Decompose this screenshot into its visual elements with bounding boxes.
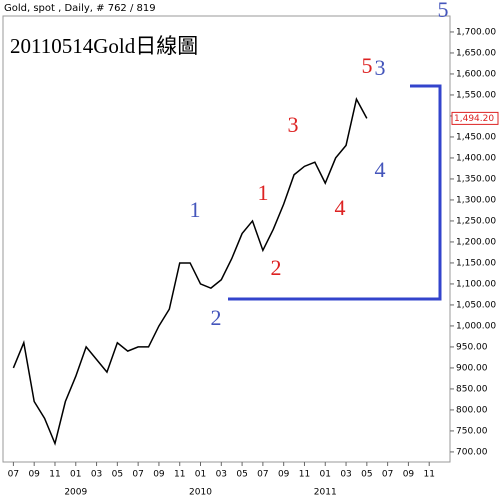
y-tick-label: 1,000.00: [456, 321, 496, 331]
wave-label: 1: [258, 180, 269, 205]
y-tick-label: 1,600.00: [456, 69, 496, 79]
y-tick-label: 800.00: [456, 405, 488, 415]
y-tick-label: 1,150.00: [456, 258, 496, 268]
y-tick-label: 850.00: [456, 384, 488, 394]
wave-label: 1: [190, 197, 201, 222]
last-price-box: [451, 111, 499, 125]
y-tick-label: 950.00: [456, 342, 488, 352]
y-tick-label: 1,100.00: [456, 279, 496, 289]
y-tick-label: 1,300.00: [456, 195, 496, 205]
y-tick-label: 1,700.00: [456, 27, 496, 37]
y-tick-label: 750.00: [456, 426, 488, 436]
x-tick-label: 11: [299, 470, 310, 480]
price-line: [12, 97, 368, 446]
y-tick-label: 1,200.00: [456, 237, 496, 247]
x-tick-label: 07: [382, 470, 393, 480]
y-tick-label: 900.00: [456, 363, 488, 373]
x-tick-label: 07: [8, 470, 19, 480]
x-tick-label: 11: [423, 470, 434, 480]
header: Gold, spot , Daily, # 762 / 819: [4, 3, 156, 14]
x-tick-label: 11: [174, 470, 185, 480]
x-tick-label: 03: [216, 470, 227, 480]
y-tick-label: 700.00: [456, 447, 488, 457]
wave-label: 2: [211, 305, 222, 330]
x-tick-label: 09: [28, 470, 40, 480]
x-tick-label: 03: [91, 470, 102, 480]
x-tick-label: 09: [403, 470, 415, 480]
x-tick-label: 01: [195, 470, 206, 480]
x-tick-label: 07: [132, 470, 143, 480]
x-tick-label: 11: [49, 470, 60, 480]
x-tick-label: 05: [236, 470, 247, 480]
x-tick-label: 01: [70, 470, 81, 480]
wave-label: 3: [288, 112, 299, 137]
x-tick-label: 09: [278, 470, 290, 480]
y-tick-label: 1,450.00: [456, 132, 496, 142]
y-tick-label: 1,550.00: [456, 90, 496, 100]
year-label: 2011: [314, 488, 337, 498]
y-tick-label: 1,650.00: [456, 48, 496, 58]
wave-label: 2: [271, 255, 282, 280]
year-label: 2009: [64, 488, 87, 498]
bracket: [228, 84, 442, 301]
chart-title: 20110514Gold日線圖: [10, 34, 198, 58]
x-tick-label: 01: [320, 470, 331, 480]
y-tick-label: 1,250.00: [456, 216, 496, 226]
y-tick-label: 1,400.00: [456, 153, 496, 163]
year-label: 2010: [189, 488, 212, 498]
wave-label: 3: [375, 55, 386, 80]
y-tick-label: 1,350.00: [456, 174, 496, 184]
y-tick-label: 1,050.00: [456, 300, 496, 310]
x-tick-label: 03: [340, 470, 351, 480]
wave-label: 5: [438, 0, 449, 22]
x-tick-label: 05: [361, 470, 372, 480]
x-tick-label: 09: [153, 470, 165, 480]
wave-label: 4: [335, 195, 346, 220]
last-price-label: 1,494.20: [454, 114, 494, 124]
wave-label: 5: [362, 53, 373, 78]
x-tick-label: 05: [112, 470, 123, 480]
plot-frame: [2, 15, 451, 463]
wave-label: 4: [375, 157, 386, 182]
bracket-line: [228, 84, 442, 301]
x-tick-label: 07: [257, 470, 268, 480]
